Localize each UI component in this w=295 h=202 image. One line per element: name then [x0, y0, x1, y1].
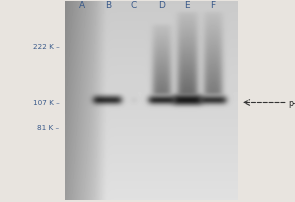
Text: A: A — [79, 1, 85, 10]
Text: E: E — [184, 1, 190, 10]
Text: D: D — [158, 1, 165, 10]
Text: p-Rb: p-Rb — [289, 99, 295, 107]
Text: 81 K –: 81 K – — [37, 124, 59, 130]
Text: 107 K –: 107 K – — [32, 100, 59, 106]
Text: F: F — [210, 1, 216, 10]
Text: C: C — [131, 1, 137, 10]
Text: 222 K –: 222 K – — [32, 44, 59, 50]
Text: B: B — [105, 1, 111, 10]
